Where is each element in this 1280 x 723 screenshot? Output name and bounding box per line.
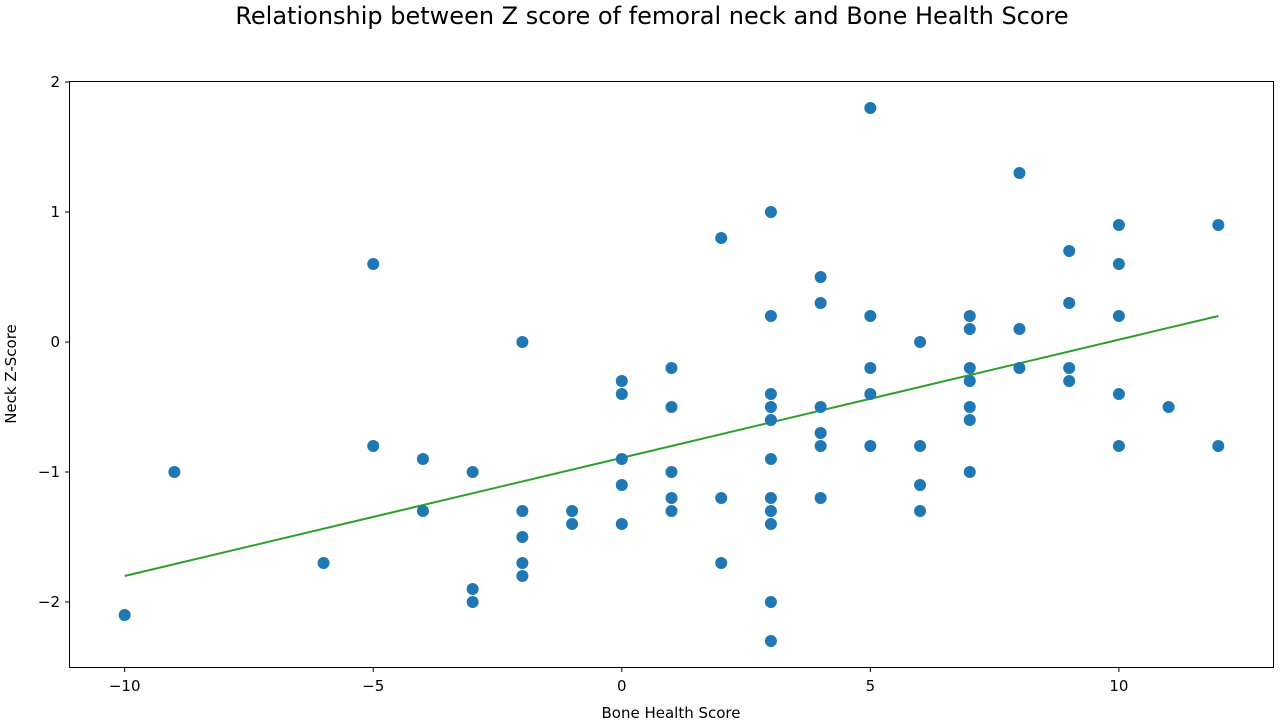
data-point: [814, 401, 827, 413]
data-point: [715, 232, 728, 244]
data-point: [615, 479, 628, 491]
plot-area: [69, 81, 1274, 668]
data-point: [914, 479, 927, 491]
data-point: [516, 505, 529, 517]
data-point: [1212, 440, 1225, 452]
data-point: [665, 401, 678, 413]
data-point: [864, 362, 877, 374]
data-point: [665, 466, 678, 478]
data-point: [1112, 258, 1125, 270]
data-point: [1112, 310, 1125, 322]
data-point: [715, 492, 728, 504]
data-point: [566, 518, 579, 530]
data-point: [963, 310, 976, 322]
data-point: [466, 466, 479, 478]
data-point: [516, 557, 529, 569]
regression-line-group: [124, 315, 1219, 577]
data-points: [118, 102, 1225, 647]
y-axis-label: Neck Z-Score: [2, 324, 20, 424]
data-point: [1063, 297, 1076, 309]
y-tick-label: 0: [50, 333, 60, 351]
data-point: [764, 310, 777, 322]
data-point: [665, 505, 678, 517]
data-point: [1212, 219, 1225, 231]
data-point: [814, 297, 827, 309]
data-point: [715, 557, 728, 569]
data-point: [566, 505, 579, 517]
data-point: [615, 518, 628, 530]
data-point: [665, 362, 678, 374]
data-point: [914, 336, 927, 348]
data-point: [864, 440, 877, 452]
data-point: [1063, 362, 1076, 374]
data-point: [963, 362, 976, 374]
data-point: [1112, 440, 1125, 452]
data-point: [914, 505, 927, 517]
data-point: [963, 401, 976, 413]
data-point: [1013, 167, 1026, 179]
x-axis: −10 −5 0 5 10: [109, 667, 1128, 695]
data-point: [764, 388, 777, 400]
y-axis: −2 −1 0 1 2: [38, 73, 70, 611]
x-tick-label: 10: [1109, 677, 1128, 695]
y-tick-label: −2: [38, 593, 60, 611]
regression-line: [124, 315, 1219, 577]
data-point: [466, 596, 479, 608]
x-tick-label: −10: [109, 677, 141, 695]
data-point: [615, 453, 628, 465]
data-point: [1063, 375, 1076, 387]
x-axis-label: Bone Health Score: [601, 704, 740, 722]
data-point: [615, 375, 628, 387]
data-point: [814, 271, 827, 283]
data-point: [814, 440, 827, 452]
data-point: [317, 557, 330, 569]
data-point: [1063, 245, 1076, 257]
data-point: [1112, 388, 1125, 400]
data-point: [1112, 219, 1125, 231]
x-tick-label: −5: [362, 677, 384, 695]
data-point: [416, 505, 429, 517]
data-point: [665, 492, 678, 504]
data-point: [963, 466, 976, 478]
data-point: [168, 466, 181, 478]
x-tick-label: 0: [617, 677, 627, 695]
data-point: [864, 388, 877, 400]
data-point: [814, 492, 827, 504]
data-point: [963, 414, 976, 426]
data-point: [764, 505, 777, 517]
data-point: [864, 310, 877, 322]
data-point: [764, 596, 777, 608]
chart-title: Relationship between Z score of femoral …: [235, 2, 1068, 30]
data-point: [466, 583, 479, 595]
data-point: [764, 453, 777, 465]
data-point: [367, 258, 380, 270]
data-point: [615, 388, 628, 400]
data-point: [764, 492, 777, 504]
data-point: [764, 206, 777, 218]
data-point: [516, 336, 529, 348]
data-point: [516, 570, 529, 582]
data-point: [963, 323, 976, 335]
data-point: [914, 440, 927, 452]
data-point: [814, 427, 827, 439]
data-point: [1013, 362, 1026, 374]
data-point: [764, 518, 777, 530]
data-point: [1013, 323, 1026, 335]
data-point: [1162, 401, 1175, 413]
x-tick-label: 5: [866, 677, 876, 695]
data-point: [118, 609, 131, 621]
data-point: [367, 440, 380, 452]
y-tick-label: 1: [50, 203, 60, 221]
data-point: [516, 531, 529, 543]
data-point: [864, 102, 877, 114]
y-tick-label: −1: [38, 463, 60, 481]
data-point: [963, 375, 976, 387]
data-point: [764, 401, 777, 413]
y-tick-label: 2: [50, 73, 60, 91]
data-point: [764, 414, 777, 426]
data-point: [416, 453, 429, 465]
data-point: [764, 635, 777, 647]
